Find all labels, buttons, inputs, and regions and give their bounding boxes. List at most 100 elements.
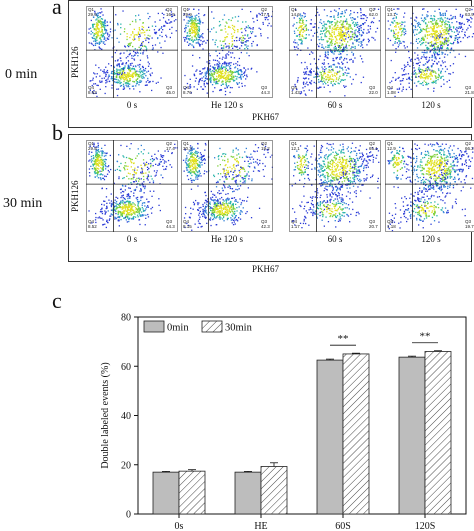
event-dot — [195, 23, 197, 25]
event-dot — [190, 153, 192, 155]
event-dot — [428, 68, 430, 70]
event-dot — [438, 37, 441, 39]
event-dot — [142, 51, 144, 54]
event-dot — [339, 58, 341, 60]
event-dot — [235, 165, 238, 167]
event-dot — [342, 74, 344, 76]
event-dot — [111, 77, 113, 80]
event-dot — [294, 83, 296, 86]
event-dot — [139, 207, 141, 209]
event-dot — [158, 162, 160, 165]
event-dot — [256, 14, 258, 17]
event-dot — [335, 72, 338, 75]
event-dot — [137, 64, 139, 66]
event-dot — [250, 28, 252, 30]
flow-scatter — [181, 140, 273, 232]
event-dot — [424, 17, 426, 19]
event-dot — [101, 207, 103, 209]
event-dot — [413, 73, 415, 75]
event-dot — [92, 32, 94, 34]
event-dot — [249, 36, 252, 39]
event-dot — [324, 52, 327, 54]
event-dot — [338, 27, 341, 29]
event-dot — [433, 90, 435, 92]
event-dot — [196, 88, 198, 90]
event-dot — [433, 60, 436, 62]
event-dot — [426, 16, 428, 18]
event-dot — [157, 37, 159, 40]
event-dot — [446, 23, 448, 26]
event-dot — [235, 179, 237, 181]
event-dot — [325, 35, 328, 38]
quadrant-value-q3: 45.0 — [166, 90, 175, 95]
event-dot — [119, 71, 121, 73]
event-dot — [99, 80, 101, 82]
event-dot — [148, 81, 150, 84]
event-dot — [191, 32, 193, 34]
event-dot — [143, 50, 145, 52]
event-dot — [233, 176, 235, 179]
event-dot — [97, 172, 99, 174]
event-dot — [93, 160, 95, 162]
event-dot — [124, 162, 127, 164]
event-dot — [227, 161, 229, 163]
event-dot — [204, 74, 206, 76]
event-dot — [421, 14, 424, 16]
event-dot — [201, 43, 203, 45]
event-dot — [431, 59, 433, 61]
event-dot — [227, 166, 229, 169]
event-dot — [458, 37, 460, 39]
event-dot — [119, 80, 121, 82]
event-dot — [362, 39, 364, 42]
event-dot — [137, 148, 139, 150]
event-dot — [247, 196, 249, 198]
event-dot — [129, 42, 131, 45]
event-dot — [130, 211, 132, 213]
event-dot — [214, 68, 216, 70]
event-dot — [438, 53, 441, 56]
event-dot — [191, 44, 193, 46]
event-dot — [131, 213, 133, 215]
event-dot — [304, 147, 306, 149]
event-dot — [213, 68, 215, 70]
event-dot — [199, 216, 201, 218]
event-dot — [109, 31, 112, 33]
event-dot — [193, 158, 195, 160]
event-dot — [101, 212, 104, 215]
event-dot — [444, 53, 446, 55]
event-dot — [211, 66, 214, 68]
event-dot — [232, 212, 234, 214]
event-dot — [217, 82, 219, 85]
event-dot — [134, 216, 137, 218]
event-dot — [198, 214, 200, 216]
event-dot — [110, 209, 113, 211]
event-dot — [242, 21, 244, 23]
event-dot — [232, 206, 234, 208]
event-dot — [193, 153, 195, 155]
event-dot — [415, 20, 417, 22]
event-dot — [213, 202, 216, 204]
event-dot — [240, 36, 242, 39]
event-dot — [115, 76, 117, 78]
event-dot — [126, 215, 128, 217]
event-dot — [303, 30, 305, 32]
event-dot — [199, 57, 201, 59]
event-dot — [141, 168, 144, 171]
event-dot — [199, 21, 202, 23]
event-dot — [102, 24, 105, 27]
event-dot — [218, 66, 220, 68]
event-dot — [419, 31, 422, 33]
event-dot — [237, 68, 239, 70]
event-dot — [91, 36, 93, 39]
event-dot — [98, 46, 100, 48]
event-dot — [93, 167, 96, 169]
event-dot — [106, 219, 108, 221]
event-dot — [346, 23, 348, 25]
event-dot — [119, 170, 122, 172]
event-dot — [251, 45, 253, 47]
event-dot — [208, 69, 210, 71]
event-dot — [190, 23, 192, 25]
event-dot — [117, 79, 119, 81]
event-dot — [96, 36, 98, 38]
event-dot — [303, 161, 306, 163]
